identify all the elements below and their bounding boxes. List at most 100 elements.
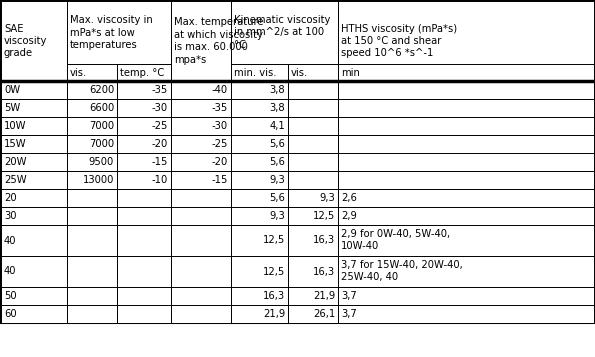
Bar: [117, 135, 171, 153]
Bar: [338, 99, 594, 117]
Text: 9,3: 9,3: [320, 193, 335, 203]
Bar: [171, 189, 231, 207]
Text: 12,5: 12,5: [313, 211, 335, 221]
Bar: [338, 256, 594, 287]
Bar: [231, 153, 288, 171]
Text: 21,9: 21,9: [313, 291, 335, 301]
Text: -10: -10: [152, 175, 168, 185]
Text: 2,6: 2,6: [341, 193, 357, 203]
Text: 20W: 20W: [4, 157, 27, 167]
Text: 5,6: 5,6: [269, 157, 285, 167]
Bar: [67, 189, 117, 207]
Bar: [171, 135, 231, 153]
Bar: [231, 1, 338, 64]
Bar: [67, 1, 171, 64]
Bar: [171, 287, 231, 305]
Text: 9,3: 9,3: [270, 211, 285, 221]
Bar: [288, 189, 338, 207]
Text: 3,8: 3,8: [270, 85, 285, 95]
Bar: [117, 153, 171, 171]
Bar: [338, 1, 594, 81]
Text: 2,9: 2,9: [341, 211, 357, 221]
Bar: [338, 135, 594, 153]
Bar: [288, 81, 338, 99]
Bar: [1, 305, 67, 323]
Text: -20: -20: [212, 157, 228, 167]
Bar: [171, 207, 231, 225]
Bar: [117, 256, 171, 287]
Bar: [288, 64, 338, 81]
Bar: [67, 305, 117, 323]
Text: 0W: 0W: [4, 85, 20, 95]
Bar: [1, 135, 67, 153]
Text: -20: -20: [152, 139, 168, 149]
Text: temp. °C: temp. °C: [120, 67, 164, 77]
Bar: [231, 135, 288, 153]
Text: vis.: vis.: [70, 67, 87, 77]
Bar: [288, 117, 338, 135]
Text: -25: -25: [152, 121, 168, 131]
Bar: [338, 287, 594, 305]
Text: 3,7: 3,7: [341, 291, 357, 301]
Text: min. vis.: min. vis.: [234, 67, 277, 77]
Text: 16,3: 16,3: [313, 236, 335, 246]
Text: 50: 50: [4, 291, 17, 301]
Text: -35: -35: [212, 103, 228, 113]
Text: 12,5: 12,5: [263, 266, 285, 277]
Bar: [171, 171, 231, 189]
Bar: [1, 1, 67, 81]
Bar: [117, 225, 171, 256]
Bar: [1, 171, 67, 189]
Bar: [231, 117, 288, 135]
Text: SAE
viscosity
grade: SAE viscosity grade: [4, 24, 48, 59]
Bar: [338, 117, 594, 135]
Bar: [1, 117, 67, 135]
Bar: [288, 153, 338, 171]
Bar: [117, 207, 171, 225]
Bar: [117, 99, 171, 117]
Text: 3,7 for 15W-40, 20W-40,
25W-40, 40: 3,7 for 15W-40, 20W-40, 25W-40, 40: [341, 260, 463, 282]
Text: -35: -35: [152, 85, 168, 95]
Text: Kinematic viscosity
in mm^2/s at 100
°C: Kinematic viscosity in mm^2/s at 100 °C: [234, 15, 330, 50]
Text: 15W: 15W: [4, 139, 27, 149]
Text: vis.: vis.: [291, 67, 308, 77]
Bar: [231, 287, 288, 305]
Text: Max. viscosity in
mPa*s at low
temperatures: Max. viscosity in mPa*s at low temperatu…: [70, 15, 153, 50]
Bar: [117, 64, 171, 81]
Text: 40: 40: [4, 266, 17, 277]
Text: 21,9: 21,9: [263, 309, 285, 319]
Bar: [67, 117, 117, 135]
Bar: [338, 305, 594, 323]
Bar: [231, 207, 288, 225]
Bar: [288, 225, 338, 256]
Bar: [67, 256, 117, 287]
Text: min: min: [341, 67, 360, 77]
Bar: [338, 81, 594, 99]
Bar: [231, 99, 288, 117]
Bar: [171, 305, 231, 323]
Bar: [171, 99, 231, 117]
Text: HTHS viscosity (mPa*s)
at 150 °C and shear
speed 10^6 *s^-1: HTHS viscosity (mPa*s) at 150 °C and she…: [341, 24, 457, 59]
Bar: [1, 207, 67, 225]
Bar: [338, 225, 594, 256]
Bar: [288, 171, 338, 189]
Text: 40: 40: [4, 236, 17, 246]
Text: 3,8: 3,8: [270, 103, 285, 113]
Bar: [117, 189, 171, 207]
Text: 5W: 5W: [4, 103, 20, 113]
Text: 16,3: 16,3: [263, 291, 285, 301]
Text: -30: -30: [152, 103, 168, 113]
Bar: [1, 287, 67, 305]
Text: 60: 60: [4, 309, 17, 319]
Bar: [231, 64, 288, 81]
Bar: [67, 81, 117, 99]
Bar: [231, 171, 288, 189]
Bar: [231, 189, 288, 207]
Bar: [288, 287, 338, 305]
Text: 30: 30: [4, 211, 17, 221]
Text: 12,5: 12,5: [263, 236, 285, 246]
Bar: [117, 81, 171, 99]
Bar: [231, 225, 288, 256]
Text: 6600: 6600: [89, 103, 114, 113]
Bar: [1, 81, 67, 99]
